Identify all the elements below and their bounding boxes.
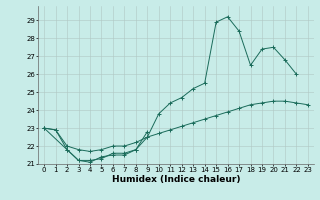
X-axis label: Humidex (Indice chaleur): Humidex (Indice chaleur) xyxy=(112,175,240,184)
